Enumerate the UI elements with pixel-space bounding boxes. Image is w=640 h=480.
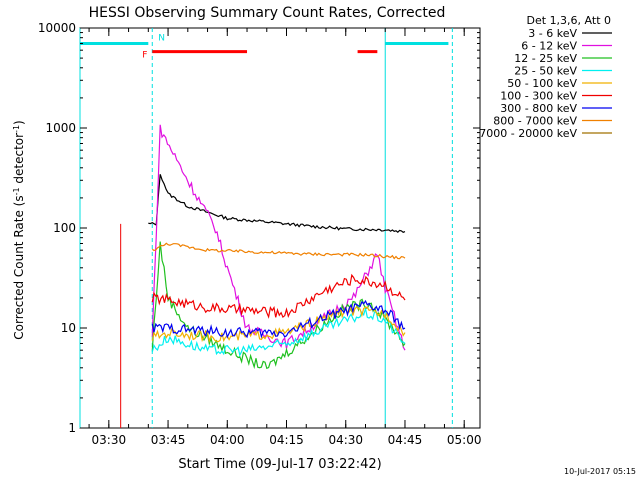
x-tick-label-0: 03:30	[92, 433, 127, 447]
x-tick-label-1: 03:45	[151, 433, 186, 447]
footer-timestamp: 10-Jul-2017 05:15	[563, 467, 636, 476]
y-tick-label-0: 1	[68, 421, 76, 435]
legend-label-3: 25 - 50 keV	[514, 65, 577, 78]
flag-label-f: F	[142, 51, 147, 61]
plot-frame	[79, 27, 481, 429]
y-tick-label-2: 100	[53, 221, 76, 235]
series-line-0	[148, 174, 406, 233]
y-tick-label-4: 10000	[38, 21, 76, 35]
legend-label-0: 3 - 6 keV	[528, 27, 577, 40]
x-tick-label-6: 05:00	[447, 433, 482, 447]
y-axis-label: Corrected Count Rate (s-1 detector-1)	[12, 120, 27, 339]
series-line-4	[151, 304, 406, 343]
legend-label-8: 7000 - 20000 keV	[479, 127, 577, 140]
legend-label-1: 6 - 12 keV	[521, 40, 577, 53]
x-tick-label-3: 04:15	[269, 433, 304, 447]
legend-label-4: 50 - 100 keV	[507, 77, 577, 90]
y-tick-label-1: 10	[61, 321, 76, 335]
legend-header: Det 1,3,6, Att 0	[527, 14, 611, 27]
x-axis-label: Start Time (09-Jul-17 03:22:42)	[178, 457, 381, 472]
flag-label-n: N	[158, 33, 165, 43]
chart-title: HESSI Observing Summary Count Rates, Cor…	[89, 5, 446, 21]
x-tick-label-4: 04:30	[328, 433, 363, 447]
plot-area: F N 1 10 100 1000 10000 03:30 03:45 04:00 04:15 04:…	[38, 21, 482, 447]
legend-label-5: 100 - 300 keV	[500, 90, 577, 103]
legend-label-6: 300 - 800 keV	[500, 102, 577, 115]
x-tick-label-2: 04:00	[210, 433, 245, 447]
legend-label-7: 800 - 7000 keV	[493, 115, 577, 128]
legend-label-2: 12 - 25 keV	[514, 52, 577, 65]
series-line-5	[151, 273, 406, 319]
x-tick-label-5: 04:45	[388, 433, 423, 447]
series-line-6	[151, 299, 406, 339]
y-tick-label-3: 1000	[45, 121, 76, 135]
series-line-7	[151, 242, 406, 260]
